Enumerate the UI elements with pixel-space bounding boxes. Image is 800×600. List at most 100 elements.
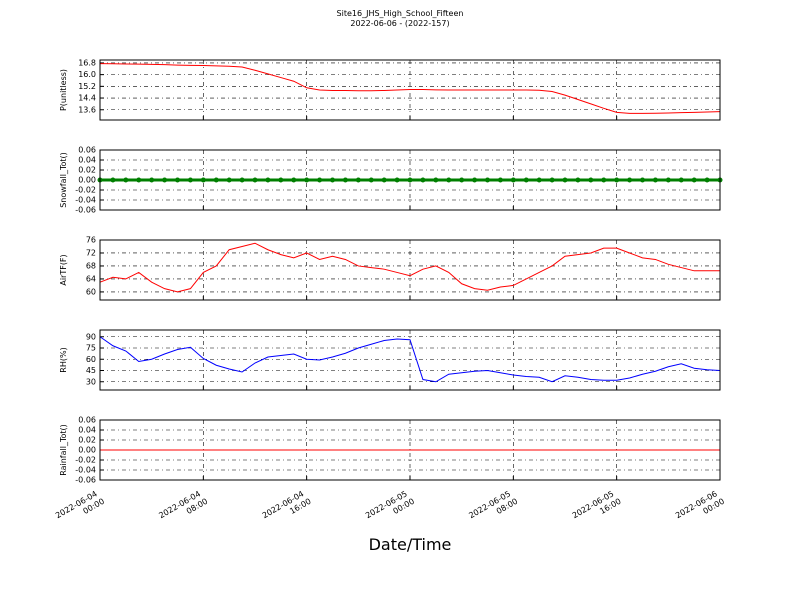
y-tick-label: -0.04 xyxy=(75,196,96,205)
y-tick-label: 68 xyxy=(86,261,96,270)
data-point xyxy=(627,177,633,183)
y-tick-label: 45 xyxy=(86,366,96,375)
data-point xyxy=(497,177,503,183)
y-tick-label: 0.06 xyxy=(78,146,96,155)
y-tick-label: -0.02 xyxy=(75,186,96,195)
y-tick-label: 0.02 xyxy=(78,436,96,445)
data-point xyxy=(317,177,323,183)
data-point xyxy=(678,177,684,183)
y-tick-label: 60 xyxy=(86,355,96,364)
y-axis-label: AirTF(F) xyxy=(59,254,68,285)
x-tick-label: 2022-06-04 08:00 xyxy=(157,488,209,529)
x-tick-label: 2022-06-04 16:00 xyxy=(261,488,313,529)
y-tick-label: -0.02 xyxy=(75,456,96,465)
y-tick-label: 16.8 xyxy=(78,58,96,67)
x-axis-label: Date/Time xyxy=(369,535,452,554)
y-tick-label: 75 xyxy=(86,344,96,353)
data-point xyxy=(265,177,271,183)
data-point xyxy=(304,177,310,183)
data-point xyxy=(175,177,180,183)
data-point xyxy=(394,177,400,183)
data-point xyxy=(342,177,348,183)
plot-border xyxy=(99,149,721,211)
data-point xyxy=(614,177,620,183)
y-tick-label: 0.04 xyxy=(78,156,96,165)
data-point xyxy=(485,177,490,183)
data-point xyxy=(536,177,542,183)
data-point xyxy=(652,177,658,183)
data-point xyxy=(407,177,413,183)
y-tick-label: 13.6 xyxy=(78,105,96,114)
data-point xyxy=(420,177,426,183)
y-tick-label: 0.02 xyxy=(78,166,96,175)
y-tick-label: 15.2 xyxy=(78,82,96,91)
data-point xyxy=(149,177,155,183)
data-point xyxy=(162,177,168,183)
chart-subtitle: 2022-06-06 - (2022-157) xyxy=(350,19,449,28)
data-point xyxy=(433,177,439,183)
data-line xyxy=(99,242,720,293)
data-point xyxy=(355,177,361,183)
data-point xyxy=(459,177,465,183)
data-point xyxy=(278,177,284,183)
data-point xyxy=(330,177,335,183)
plot-border xyxy=(99,59,721,121)
y-axis-label: Snowfall_Tot() xyxy=(59,152,68,208)
data-point xyxy=(640,177,645,183)
data-point xyxy=(291,177,297,183)
data-point xyxy=(252,177,258,183)
y-tick-label: 16.0 xyxy=(78,70,96,79)
y-tick-label: 0.00 xyxy=(78,446,96,455)
x-tick-label: 2022-06-05 08:00 xyxy=(467,488,519,529)
x-tick-label: 2022-06-05 00:00 xyxy=(364,488,416,529)
data-point xyxy=(575,177,581,183)
y-axis-label: P(unitless) xyxy=(59,69,68,111)
data-point xyxy=(588,177,594,183)
y-tick-label: 60 xyxy=(86,287,96,296)
chart-title: Site16_JHS_High_School_Fifteen xyxy=(337,9,464,18)
data-point xyxy=(136,177,142,183)
y-tick-label: 64 xyxy=(86,274,96,283)
y-axis-label: RH(%) xyxy=(59,347,68,372)
data-point xyxy=(446,177,452,183)
y-tick-label: 14.4 xyxy=(78,94,96,103)
x-tick-label: 2022-06-05 16:00 xyxy=(571,488,623,529)
data-point xyxy=(665,177,671,183)
data-point xyxy=(523,177,529,183)
data-point xyxy=(239,177,245,183)
x-tick-label: 2022-06-06 00:00 xyxy=(674,488,726,529)
y-tick-label: -0.06 xyxy=(75,206,96,215)
y-tick-label: 0.06 xyxy=(78,416,96,425)
data-point xyxy=(110,177,116,183)
y-tick-label: 72 xyxy=(86,248,96,257)
y-tick-label: 76 xyxy=(86,236,96,245)
data-point xyxy=(226,177,232,183)
y-tick-label: -0.04 xyxy=(75,466,96,475)
data-line xyxy=(99,63,721,114)
data-point xyxy=(510,177,516,183)
data-point xyxy=(472,177,478,183)
plot-border xyxy=(99,329,721,391)
data-point xyxy=(213,177,219,183)
data-line xyxy=(99,336,721,383)
data-point xyxy=(549,177,555,183)
data-point xyxy=(562,177,568,183)
x-tick-label: 2022-06-04 00:00 xyxy=(54,488,106,529)
data-point xyxy=(691,177,697,183)
plot-border xyxy=(99,239,721,301)
data-point xyxy=(187,177,193,183)
y-tick-label: 0.00 xyxy=(78,176,96,185)
y-tick-label: 90 xyxy=(86,332,96,341)
y-tick-label: 30 xyxy=(86,377,96,386)
data-point xyxy=(704,177,710,183)
data-point xyxy=(200,177,206,183)
y-tick-label: -0.06 xyxy=(75,476,96,485)
y-tick-label: 0.04 xyxy=(78,426,96,435)
data-point xyxy=(601,177,607,183)
plot-border xyxy=(99,419,721,481)
data-point xyxy=(381,177,387,183)
data-point xyxy=(368,177,374,183)
data-point xyxy=(123,177,129,183)
